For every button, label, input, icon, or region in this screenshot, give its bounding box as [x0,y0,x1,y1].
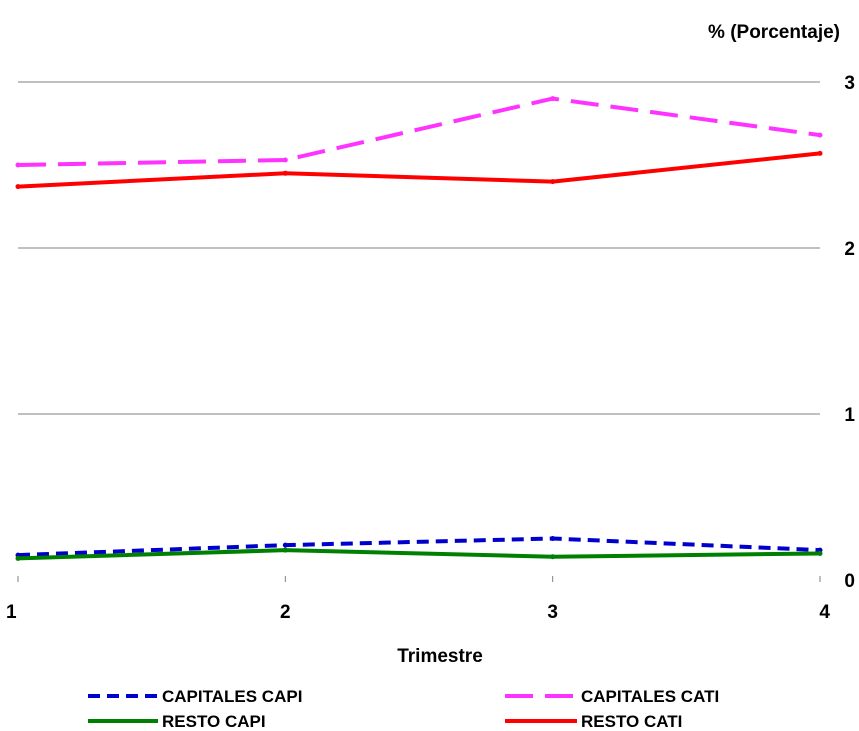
y-tick-label: 3 [844,73,855,94]
series-line-resto-capi [17,548,821,561]
y-tick-labels: 0 1 2 3 [844,73,855,592]
data-point [550,536,556,541]
data-point [15,555,21,561]
series-lines [15,96,823,561]
y-tick-label: 2 [844,239,855,260]
data-point [817,550,823,556]
gridlines [18,81,820,415]
data-point [282,547,288,553]
data-point [282,157,288,163]
data-point [15,162,21,168]
data-point [817,132,823,138]
legend-label: RESTO CAPI [162,712,266,731]
series-line-capitales-cati [17,96,821,167]
legend: CAPITALES CAPI CAPITALES CATI RESTO CAPI RE… [88,687,719,731]
data-point [282,542,288,548]
x-axis-title: Trimestre [397,646,483,667]
data-point [550,96,556,102]
legend-label: RESTO CATI [581,712,682,731]
data-point [282,170,288,176]
data-point [15,184,21,190]
y-axis-title: % (Porcentaje) [708,22,840,43]
y-tick-label: 1 [844,405,855,426]
data-point [550,179,556,185]
data-point [817,150,823,156]
series-line-capitales-capi [17,536,821,558]
data-point [550,554,556,560]
x-tick-label: 2 [280,602,291,623]
x-tick-labels: 1 2 3 4 [6,576,830,623]
x-tick-label: 4 [819,602,830,623]
legend-label: CAPITALES CAPI [162,687,302,706]
y-tick-label: 0 [844,571,855,592]
x-tick-label: 3 [547,602,558,623]
series-line-resto-cati [17,151,821,189]
legend-label: CAPITALES CATI [581,687,719,706]
x-tick-label: 1 [6,602,17,623]
